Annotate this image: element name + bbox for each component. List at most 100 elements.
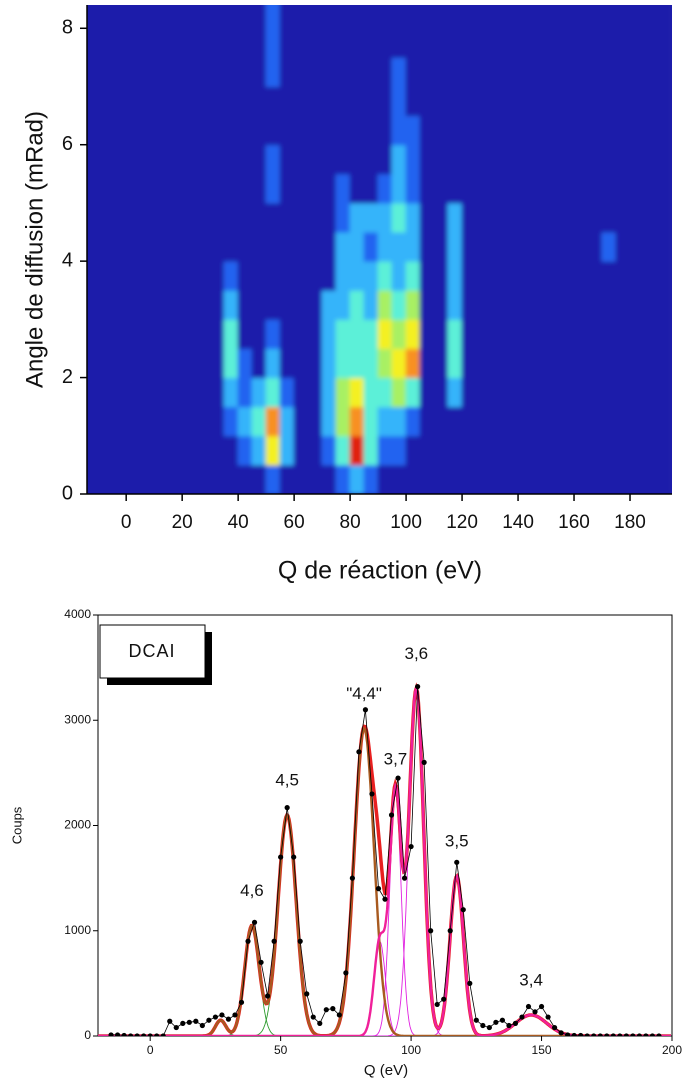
heatmap-cell [307, 202, 323, 233]
heatmap-cell [335, 435, 351, 466]
heatmap-cell [87, 56, 99, 87]
heatmap-cell [559, 86, 575, 117]
heatmap-cell [349, 5, 365, 29]
heatmap-cell [153, 115, 169, 146]
heatmap-cell [307, 115, 323, 146]
data-point [643, 1033, 649, 1036]
heatmap-cell [237, 231, 253, 262]
annotation: DCAI [128, 641, 175, 661]
heatmap-cell [307, 27, 323, 58]
heatmap-cell [321, 173, 337, 204]
heatmap-cell [531, 86, 547, 117]
x-tick-label: 60 [284, 512, 305, 533]
heatmap-cell [125, 173, 141, 204]
heatmap-cell [391, 144, 407, 175]
heatmap-cell [573, 115, 589, 146]
heatmap-cell [223, 56, 239, 87]
heatmap-cell [615, 260, 631, 291]
data-point [362, 707, 369, 713]
heatmap-cell [405, 144, 421, 175]
heatmap-cell [279, 260, 295, 291]
heatmap-cell [461, 464, 477, 494]
data-point [258, 959, 264, 965]
heatmap-cell [377, 202, 393, 233]
heatmap-cell [279, 377, 295, 408]
heatmap-cell [209, 56, 225, 87]
heatmap-cell [657, 435, 672, 466]
heatmap-cell [657, 377, 672, 408]
heatmap-cell [517, 464, 533, 494]
data-point [434, 1001, 440, 1008]
heatmap-cell [195, 406, 211, 437]
heatmap-cell [181, 144, 197, 175]
heatmap-cell [223, 406, 239, 437]
heatmap-cell [195, 56, 211, 87]
heatmap-cell [111, 202, 127, 233]
heatmap-cell [433, 406, 449, 437]
heatmap-cell [125, 144, 141, 175]
heatmap-cell [461, 27, 477, 58]
heatmap-cell [181, 318, 197, 349]
peak-label: 3,4 [519, 970, 543, 989]
heatmap-cell [447, 435, 463, 466]
heatmap-cell [475, 435, 491, 466]
heatmap-cell [209, 464, 225, 494]
heatmap-cell [97, 86, 113, 117]
heatmap-cell [237, 115, 253, 146]
heatmap-cell [573, 27, 589, 58]
heatmap-cell [87, 435, 99, 466]
heatmap-cell [237, 289, 253, 320]
heatmap-cell [181, 377, 197, 408]
heatmap-cell [657, 115, 672, 146]
heatmap-cell [545, 115, 561, 146]
heatmap-cell [503, 202, 519, 233]
heatmap-cell [87, 260, 99, 291]
heatmap-cell [489, 86, 505, 117]
heatmap-cell [475, 406, 491, 437]
heatmap-cell [209, 86, 225, 117]
heatmap-cell [237, 173, 253, 204]
heatmap-cell [307, 144, 323, 175]
x-tick-label: 200 [662, 1043, 682, 1057]
heatmap-cell [503, 5, 519, 29]
heatmap-cell [377, 464, 393, 494]
data-point [369, 791, 375, 797]
data-point [630, 1033, 636, 1036]
heatmap-cell [517, 406, 533, 437]
data-point [154, 1033, 160, 1036]
heatmap-cell [419, 406, 435, 437]
heatmap-cell [251, 464, 267, 494]
heatmap-cell [97, 435, 113, 466]
heatmap-cell [349, 464, 365, 494]
heatmap-cell [517, 144, 533, 175]
heatmap-cell [139, 347, 155, 379]
heatmap-cell [377, 289, 393, 320]
heatmap-cell [531, 289, 547, 320]
plot-area [98, 682, 671, 1036]
x-tick-label: 50 [274, 1043, 288, 1057]
heatmap-cell [87, 86, 99, 117]
heatmap-cell [559, 464, 575, 494]
y-tick-label: 0 [62, 482, 73, 504]
data-point [284, 805, 290, 811]
heatmap-cell [377, 27, 393, 58]
heatmap-cell [447, 173, 463, 204]
heatmap-cell [531, 202, 547, 233]
heatmap-cell [475, 86, 491, 117]
heatmap-cell [419, 115, 435, 146]
heatmap-cell [391, 435, 407, 466]
heatmap-cell [293, 115, 309, 146]
heatmap-cell [153, 406, 169, 437]
heatmap-cell [391, 377, 407, 408]
data-point [493, 1019, 499, 1025]
heatmap-cell [349, 231, 365, 262]
x-tick-label: 0 [147, 1043, 154, 1057]
data-point [415, 683, 421, 690]
data-point [232, 1012, 238, 1018]
heatmap-cell [587, 231, 603, 262]
heatmap-cell [139, 318, 155, 349]
heatmap-cell [559, 318, 575, 349]
heatmap-cell [167, 377, 183, 408]
heatmap-cell [545, 318, 561, 349]
x-tick-label: 150 [532, 1043, 552, 1057]
